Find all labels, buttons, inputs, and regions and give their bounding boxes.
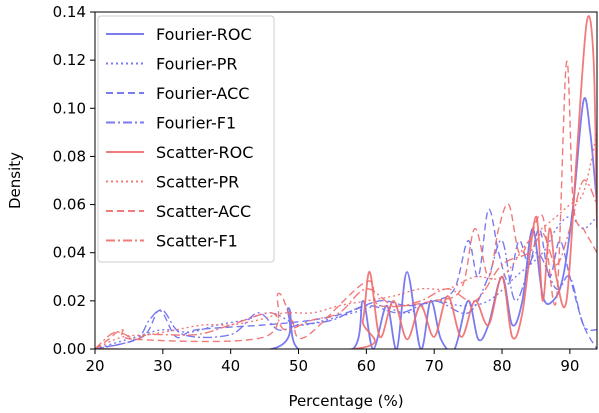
plot-frame [94,11,598,350]
y-tick-label: 0.12 [53,51,86,69]
x-tick-label: 50 [289,357,308,375]
x-axis: 20 30 40 50 60 70 80 90 [85,349,579,375]
legend-label-scatter-pr: Scatter-PR [156,173,239,192]
curves-layer [95,15,597,349]
series-line-scatter-acc [95,60,597,349]
y-tick-label: 0.02 [53,292,86,310]
y-tick-label: 0.04 [53,244,86,262]
series-line-fourier-pr [95,215,597,349]
series-line-scatter-f1 [95,179,597,349]
y-axis-title: Density [6,152,24,209]
y-tick-label: 0.14 [53,3,86,21]
legend-label-scatter-roc: Scatter-ROC [156,143,253,162]
y-tick-label: 0.06 [53,196,86,214]
series-line-fourier-f1 [95,239,597,349]
legend-label-fourier-f1: Fourier-F1 [156,114,236,133]
legend-label-scatter-acc: Scatter-ACC [156,202,251,221]
y-tick-label: 0.08 [53,147,86,165]
series-line-scatter-pr [95,132,597,349]
x-tick-label: 90 [560,357,579,375]
y-tick-label: 0.10 [53,99,86,117]
legend-label-scatter-f1: Scatter-F1 [156,232,238,251]
x-tick-label: 20 [85,357,104,375]
x-tick-label: 80 [492,357,511,375]
legend-label-fourier-acc: Fourier-ACC [156,84,249,103]
x-tick-label: 30 [153,357,172,375]
y-tick-label: 0.00 [53,340,86,358]
legend: Fourier-ROC Fourier-PR Fourier-ACC Fourier-… [97,15,275,263]
x-tick-label: 40 [221,357,240,375]
x-axis-title: Percentage (%) [288,392,403,410]
legend-label-fourier-roc: Fourier-ROC [156,25,252,44]
x-tick-label: 70 [425,357,444,375]
legend-label-fourier-pr: Fourier-PR [156,55,238,74]
legend-box [97,15,275,263]
y-axis: 0.00 0.02 0.04 0.06 0.08 0.10 0.12 0.14 [53,3,95,358]
x-tick-label: 60 [357,357,376,375]
